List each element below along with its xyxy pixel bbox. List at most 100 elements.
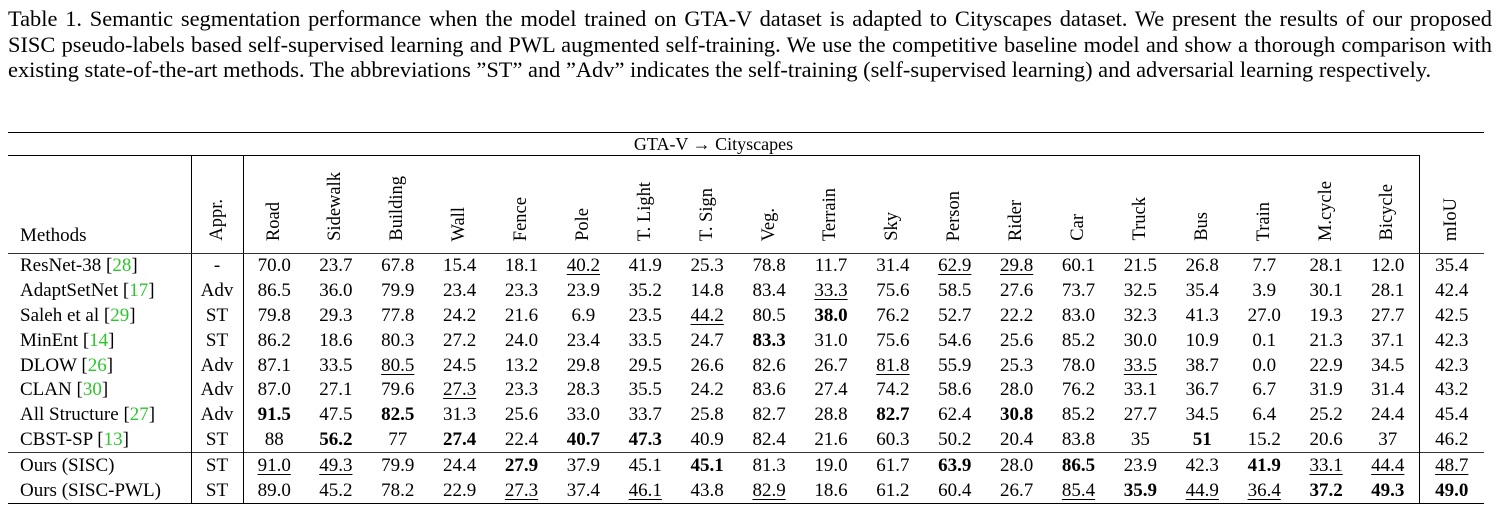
miou-cell: 35.4 — [1418, 253, 1484, 279]
miou-header-label: mIoU — [1441, 197, 1462, 241]
method-name: CLAN — [20, 379, 72, 401]
score-cell: 26.7 — [800, 353, 862, 378]
score-cell: 41.9 — [1233, 452, 1296, 479]
score-cell: 32.3 — [1109, 304, 1171, 329]
method-cell: CLAN [30] — [20, 379, 109, 401]
score-value: 70.0 — [257, 255, 291, 277]
score-value: 20.6 — [1309, 428, 1343, 450]
table-row: All Structure [27] Adv 91.5 47.5 82.5 31.3 25.… — [8, 402, 1484, 428]
score-value: 27.6 — [1000, 280, 1034, 302]
score-value: 31.9 — [1309, 379, 1343, 401]
score-value: 19.3 — [1309, 304, 1343, 326]
table-row: CLAN [30] Adv 87.0 27.1 79.6 27.3 23.3 28.3 35.5… — [8, 377, 1484, 403]
score-value: 49.3 — [319, 454, 353, 476]
score-cell: 40.2 — [552, 254, 614, 279]
score-value: 21.3 — [1309, 329, 1343, 351]
score-cell: 45.1 — [676, 452, 739, 479]
score-cell: 20.6 — [1295, 428, 1357, 453]
score-cell: 21.3 — [1295, 328, 1357, 353]
score-value: 32.5 — [1123, 280, 1158, 302]
score-value: 23.7 — [319, 255, 353, 277]
score-cell: 29.8 — [552, 353, 614, 378]
score-cell: 91.0 — [242, 452, 305, 479]
class-header-fence: Fence — [490, 155, 553, 254]
score-cell: 24.2 — [676, 378, 738, 403]
score-value: 21.6 — [504, 304, 539, 326]
score-cell: 37.9 — [552, 452, 615, 479]
score-cell: 24.4 — [428, 452, 491, 479]
score-value: 24.7 — [690, 329, 724, 351]
score-cell: 87.0 — [242, 377, 305, 403]
score-cell: 31.9 — [1295, 378, 1357, 403]
score-value: 31.0 — [814, 329, 848, 351]
score-cell: 45.2 — [304, 478, 367, 504]
class-header-truck: Truck — [1109, 155, 1172, 254]
score-cell: 82.9 — [738, 478, 801, 504]
class-header-road: Road — [242, 155, 305, 254]
score-cell: 86.5 — [1047, 452, 1110, 479]
score-cell: 83.4 — [738, 279, 800, 304]
score-cell: 3.9 — [1233, 279, 1295, 304]
score-cell: 77 — [367, 428, 429, 453]
citation-link[interactable]: 17 — [129, 280, 149, 302]
score-value: 27.7 — [1371, 304, 1405, 326]
score-value: 29.5 — [628, 354, 662, 376]
score-cell: 50.2 — [924, 428, 986, 453]
score-cell: 85.4 — [1047, 478, 1110, 504]
results-table-container: GTA-V → Cityscapes Methods Appr. Road Sid… — [8, 132, 1484, 504]
class-header-person: Person — [923, 155, 986, 254]
score-value: 89.0 — [257, 479, 291, 501]
score-cell: 56.2 — [305, 428, 367, 453]
citation-link[interactable]: 30 — [82, 379, 102, 401]
citation-link[interactable]: 27 — [129, 404, 149, 426]
score-cell: 15.2 — [1233, 428, 1295, 453]
score-value: 6.4 — [1252, 404, 1277, 426]
score-cell: 52.7 — [924, 304, 986, 329]
score-value: 55.9 — [938, 354, 972, 376]
appr-header: Appr. — [190, 155, 243, 254]
score-cell: 29.8 — [986, 254, 1048, 279]
score-value: 27.1 — [319, 379, 353, 401]
score-cell: 31.0 — [800, 328, 862, 353]
score-cell: 12.0 — [1357, 254, 1419, 279]
score-cell: 27.0 — [1233, 304, 1295, 329]
score-value: 73.7 — [1061, 280, 1096, 302]
score-cell: 18.6 — [305, 328, 367, 353]
score-value: 27.0 — [1247, 304, 1281, 326]
score-cell: 63.9 — [923, 452, 986, 479]
score-cell: 25.6 — [986, 328, 1048, 353]
citation-link[interactable]: 14 — [89, 329, 109, 351]
score-cell: 60.4 — [923, 478, 986, 504]
score-value: 37.4 — [566, 479, 601, 501]
score-cell: 60.1 — [1048, 254, 1110, 279]
score-value: 30.8 — [1000, 404, 1034, 426]
score-value: 32.3 — [1123, 304, 1158, 326]
score-value: 61.2 — [876, 479, 910, 501]
score-value: 25.3 — [1000, 354, 1034, 376]
citation-link[interactable]: 26 — [87, 354, 107, 376]
score-value: 91.0 — [257, 454, 291, 476]
score-cell: 58.5 — [924, 279, 986, 304]
citation-link[interactable]: 28 — [112, 255, 132, 277]
citation-link[interactable]: 29 — [110, 304, 130, 326]
score-cell: 14.8 — [676, 279, 738, 304]
score-value: 37 — [1378, 428, 1398, 450]
score-value: 28.8 — [814, 404, 848, 426]
score-value: 47.5 — [319, 404, 353, 426]
score-cell: 80.5 — [367, 353, 429, 378]
score-cell: 25.6 — [491, 403, 553, 428]
score-value: 43.8 — [690, 479, 724, 501]
score-value: 21.6 — [814, 428, 848, 450]
citation-link[interactable]: 13 — [103, 428, 123, 450]
score-value: 42.4 — [1435, 280, 1469, 302]
score-cell: 46.1 — [614, 478, 677, 504]
score-value: 33.5 — [1123, 354, 1158, 376]
score-value: 25.2 — [1309, 404, 1343, 426]
score-value: 41.3 — [1185, 304, 1219, 326]
class-header-sky: Sky — [861, 155, 924, 254]
score-cell: 44.9 — [1171, 478, 1234, 504]
score-cell: 27.7 — [1357, 304, 1419, 329]
score-value: 31.3 — [442, 404, 477, 426]
approach-cell: - — [190, 253, 243, 279]
method-cell: CBST-SP [13] — [20, 428, 129, 450]
